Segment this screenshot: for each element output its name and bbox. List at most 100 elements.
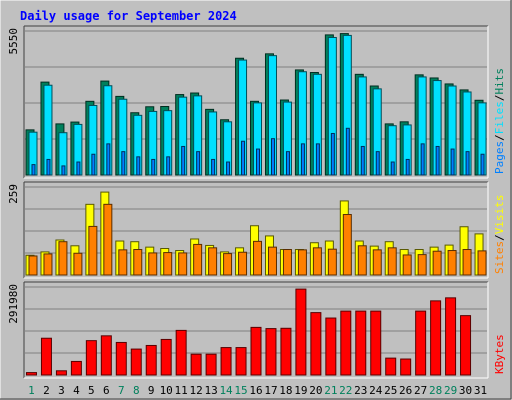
x-tick-label: 21: [324, 384, 337, 397]
bar-pages-day-30: [465, 151, 470, 176]
x-tick-label: 14: [219, 384, 233, 397]
bar-kbytes-day-25: [385, 357, 397, 376]
bar-sites-day-14: [223, 253, 233, 276]
legend: Sites/Visits: [493, 195, 506, 275]
bar-kbytes-day-6: [100, 335, 112, 376]
x-axis-labels: 1 2 3 4 5 6 7 8 9 10 11 12 13 14 15 16 17 18 19 20 21 22 23 24 2…: [28, 384, 487, 397]
x-tick-label: 25: [384, 384, 397, 397]
x-tick-label: 4: [73, 384, 80, 397]
bar-kbytes-day-7: [115, 341, 127, 376]
bar-kbytes-day-15: [235, 347, 247, 376]
bar-kbytes-day-24: [370, 310, 382, 376]
bar-pages-day-7: [121, 151, 126, 176]
bar-sites-day-6: [103, 203, 113, 276]
x-tick-label: 24: [369, 384, 383, 397]
bar-sites-day-7: [118, 249, 128, 276]
bar-kbytes-day-11: [175, 329, 187, 376]
bar-sites-day-3: [58, 241, 68, 276]
bar-pages-day-23: [360, 145, 365, 176]
panel-3: 291980 KBytes: [7, 281, 506, 379]
x-tick-label: 11: [175, 384, 188, 397]
bar-kbytes-day-18: [280, 327, 292, 376]
bar-pages-day-25: [390, 161, 395, 176]
bar-kbytes-day-3: [55, 370, 67, 376]
bar-pages-day-17: [270, 138, 275, 176]
bar-pages-day-3: [61, 165, 66, 176]
bar-sites-day-12: [193, 243, 203, 276]
bar-pages-day-12: [196, 151, 201, 176]
x-tick-label: 28: [429, 384, 442, 397]
bar-pages-day-21: [330, 132, 335, 176]
bar-sites-day-30: [462, 249, 472, 276]
y-max-label: 5550: [7, 28, 20, 55]
x-tick-label: 19: [294, 384, 307, 397]
bar-sites-day-18: [282, 249, 292, 276]
legend: Pages/Files/Hits: [493, 68, 506, 174]
bar-kbytes-day-9: [145, 344, 157, 376]
bar-kbytes-day-8: [130, 348, 142, 376]
x-tick-label: 20: [309, 384, 322, 397]
legend: KBytes: [493, 334, 506, 374]
bar-sites-day-21: [327, 248, 337, 276]
x-tick-label: 22: [339, 384, 352, 397]
bar-kbytes-day-23: [355, 310, 367, 376]
bar-kbytes-day-29: [445, 297, 457, 376]
bar-kbytes-day-20: [310, 312, 322, 376]
legend-entry: Files: [493, 101, 506, 134]
bar-kbytes-day-22: [340, 310, 352, 376]
bar-sites-day-23: [357, 245, 367, 276]
bar-kbytes-day-28: [430, 300, 442, 376]
bar-kbytes-day-5: [85, 340, 97, 376]
bar-pages-day-14: [226, 161, 231, 176]
bar-pages-day-5: [91, 153, 96, 176]
bar-sites-day-31: [477, 250, 487, 276]
legend-entry: Visits: [493, 195, 506, 235]
bar-kbytes-day-13: [205, 353, 217, 376]
bar-sites-day-26: [402, 254, 412, 276]
bar-sites-day-13: [208, 247, 218, 276]
x-tick-label: 9: [148, 384, 155, 397]
x-tick-label: 13: [204, 384, 217, 397]
bar-pages-day-10: [166, 156, 171, 176]
legend-entry: KBytes: [493, 334, 506, 374]
x-tick-label: 23: [354, 384, 367, 397]
bar-pages-day-22: [345, 127, 350, 176]
x-tick-label: 2: [43, 384, 50, 397]
bar-kbytes-day-2: [40, 337, 52, 376]
legend-entry: Hits: [493, 68, 506, 95]
x-tick-label: 15: [234, 384, 247, 397]
bar-sites-day-17: [267, 246, 277, 276]
x-tick-label: 5: [88, 384, 95, 397]
x-tick-label: 29: [444, 384, 457, 397]
bar-sites-day-1: [28, 255, 38, 276]
bar-pages-day-11: [181, 145, 186, 176]
x-tick-label: 31: [474, 384, 487, 397]
bar-pages-day-4: [76, 161, 81, 176]
bar-sites-day-10: [163, 252, 173, 276]
bar-pages-day-1: [31, 164, 36, 176]
bar-sites-day-16: [253, 240, 263, 276]
panel-2: 259 Sites/Visits: [7, 181, 506, 279]
x-tick-label: 3: [58, 384, 65, 397]
bar-pages-day-27: [420, 143, 425, 176]
x-tick-label: 16: [249, 384, 262, 397]
bar-sites-day-22: [342, 214, 352, 276]
bar-pages-day-31: [480, 153, 485, 176]
bar-sites-day-28: [432, 250, 442, 276]
bar-pages-day-26: [405, 158, 410, 176]
bar-sites-day-15: [238, 251, 248, 276]
bar-sites-day-19: [297, 249, 307, 276]
bar-pages-day-2: [46, 158, 51, 176]
bar-pages-day-6: [106, 143, 111, 176]
bar-sites-day-2: [43, 253, 53, 276]
bar-sites-day-25: [387, 247, 397, 276]
bar-kbytes-day-10: [160, 338, 172, 376]
x-tick-label: 26: [399, 384, 412, 397]
bar-kbytes-day-4: [70, 360, 82, 376]
bar-sites-day-27: [417, 254, 427, 276]
x-tick-label: 27: [414, 384, 427, 397]
bar-pages-day-9: [151, 158, 156, 176]
bar-kbytes-day-1: [25, 372, 37, 376]
bar-sites-day-20: [312, 247, 322, 276]
